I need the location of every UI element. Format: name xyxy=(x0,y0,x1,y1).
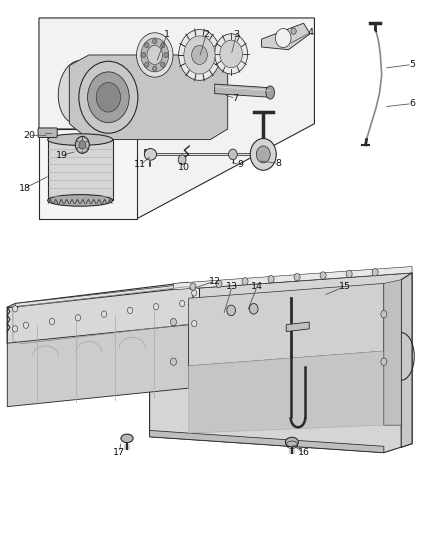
Circle shape xyxy=(147,45,162,64)
Circle shape xyxy=(88,72,129,123)
Circle shape xyxy=(227,305,236,316)
Circle shape xyxy=(13,305,18,312)
FancyBboxPatch shape xyxy=(38,128,57,138)
Text: 20: 20 xyxy=(23,131,35,140)
Circle shape xyxy=(381,358,387,366)
Text: 10: 10 xyxy=(178,163,190,172)
Circle shape xyxy=(250,139,276,170)
Circle shape xyxy=(79,141,86,149)
Polygon shape xyxy=(286,322,309,332)
Circle shape xyxy=(13,326,18,332)
Ellipse shape xyxy=(145,149,156,160)
Polygon shape xyxy=(15,284,193,310)
Text: 6: 6 xyxy=(409,99,415,108)
Circle shape xyxy=(381,310,387,318)
Circle shape xyxy=(192,45,207,64)
Circle shape xyxy=(127,307,133,313)
Circle shape xyxy=(291,28,296,34)
Polygon shape xyxy=(173,266,412,290)
Circle shape xyxy=(346,270,352,278)
Text: 18: 18 xyxy=(19,184,31,193)
Ellipse shape xyxy=(58,60,98,124)
Circle shape xyxy=(372,269,378,276)
Text: 11: 11 xyxy=(134,160,146,169)
Circle shape xyxy=(220,40,242,68)
Ellipse shape xyxy=(48,134,113,146)
Circle shape xyxy=(216,280,222,288)
Circle shape xyxy=(276,29,291,47)
Circle shape xyxy=(79,61,138,133)
Text: 12: 12 xyxy=(208,277,221,286)
Text: 5: 5 xyxy=(409,60,415,69)
Circle shape xyxy=(170,318,177,326)
Text: 14: 14 xyxy=(251,282,263,291)
Circle shape xyxy=(141,38,169,72)
Circle shape xyxy=(141,52,146,58)
Polygon shape xyxy=(150,431,384,453)
Circle shape xyxy=(102,311,106,317)
Polygon shape xyxy=(39,18,314,219)
Circle shape xyxy=(170,358,177,366)
Circle shape xyxy=(49,318,55,325)
Circle shape xyxy=(256,146,270,163)
Text: 7: 7 xyxy=(233,94,238,103)
Circle shape xyxy=(161,62,165,67)
Ellipse shape xyxy=(121,434,133,442)
Text: 8: 8 xyxy=(276,159,282,168)
Circle shape xyxy=(215,34,247,74)
Circle shape xyxy=(294,273,300,281)
Circle shape xyxy=(190,283,196,290)
Polygon shape xyxy=(7,282,199,347)
Circle shape xyxy=(145,62,149,67)
Polygon shape xyxy=(215,84,270,98)
Text: 3: 3 xyxy=(233,30,240,39)
Circle shape xyxy=(145,43,149,48)
Ellipse shape xyxy=(266,86,275,99)
Circle shape xyxy=(161,43,165,48)
Circle shape xyxy=(184,36,215,74)
Polygon shape xyxy=(189,351,384,433)
Text: 1: 1 xyxy=(164,30,170,39)
Text: 2: 2 xyxy=(203,30,209,39)
Polygon shape xyxy=(7,288,193,347)
Circle shape xyxy=(249,303,258,314)
Circle shape xyxy=(268,276,274,283)
Circle shape xyxy=(75,314,81,321)
Circle shape xyxy=(192,320,197,327)
Polygon shape xyxy=(39,129,137,219)
Circle shape xyxy=(137,33,173,77)
Circle shape xyxy=(242,278,248,285)
Circle shape xyxy=(229,149,237,160)
Circle shape xyxy=(152,66,157,71)
Circle shape xyxy=(180,300,185,306)
Ellipse shape xyxy=(48,195,113,206)
Circle shape xyxy=(320,272,326,279)
Circle shape xyxy=(23,322,28,328)
Polygon shape xyxy=(384,280,401,425)
Polygon shape xyxy=(7,325,189,407)
Circle shape xyxy=(179,30,220,80)
Polygon shape xyxy=(69,55,228,140)
Circle shape xyxy=(75,136,89,154)
Polygon shape xyxy=(48,140,113,200)
Circle shape xyxy=(153,303,159,310)
Text: 17: 17 xyxy=(113,448,125,457)
Ellipse shape xyxy=(286,437,298,447)
Polygon shape xyxy=(261,23,310,50)
Text: 19: 19 xyxy=(56,151,68,160)
Circle shape xyxy=(192,290,197,296)
Text: 15: 15 xyxy=(339,282,351,291)
Text: 16: 16 xyxy=(297,448,310,457)
Circle shape xyxy=(178,155,186,165)
Polygon shape xyxy=(189,284,384,366)
Text: 9: 9 xyxy=(238,160,244,169)
Polygon shape xyxy=(150,273,412,453)
Circle shape xyxy=(96,83,120,112)
Polygon shape xyxy=(401,273,412,447)
Circle shape xyxy=(164,52,168,58)
Circle shape xyxy=(152,38,157,44)
Text: 4: 4 xyxy=(307,28,313,37)
Text: 13: 13 xyxy=(226,282,238,291)
